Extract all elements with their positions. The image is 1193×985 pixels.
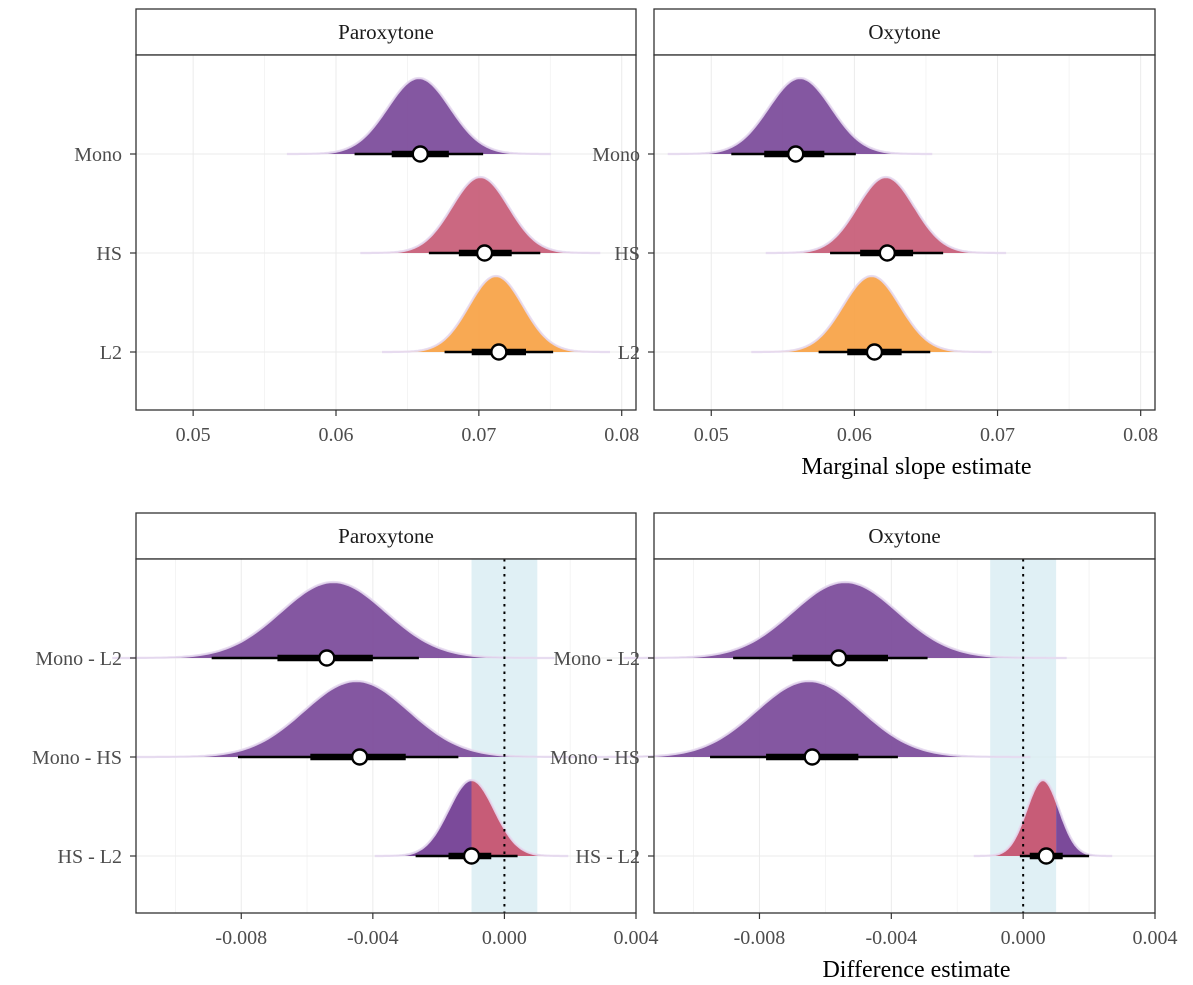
x-tick-label: 0.06 (319, 424, 354, 446)
median-point (803, 748, 821, 766)
facet-strip (135, 512, 637, 560)
x-tick-label: 0.004 (614, 927, 659, 949)
panel-4: Oxytone Mono - L2 Mono - HS HS - L2 -0.008 -0… (550, 512, 1178, 983)
median-point (865, 343, 884, 361)
panel-border (135, 54, 637, 411)
density-outline (374, 778, 569, 858)
y-tick-label: L2 (100, 342, 122, 364)
facet-strip (653, 512, 1156, 560)
facet-strip (653, 8, 1156, 56)
density-outline (587, 679, 1031, 759)
density-outline (382, 274, 610, 354)
facet-label: Oxytone (868, 20, 940, 44)
x-tick-label: -0.004 (865, 927, 917, 949)
x-tick-label: 0.05 (694, 424, 729, 446)
median-point (350, 748, 369, 766)
x-tick-label: 0.06 (837, 424, 872, 446)
facet-label: Oxytone (868, 524, 940, 548)
density-Mono-HS (135, 681, 578, 757)
density-outline (623, 580, 1067, 660)
density-outline (360, 175, 601, 255)
y-tick-label: Mono - HS (32, 747, 122, 769)
density-Mono-HS (587, 681, 1031, 757)
y-tick-label: Mono - L2 (553, 648, 640, 670)
x-tick-label: -0.008 (734, 927, 786, 949)
panel-1: Paroxytone Mono HS L2 0.05 0.06 0.07 0.08 (74, 8, 639, 446)
median-point (490, 343, 508, 361)
median-point (787, 145, 805, 163)
x-tick-label: 0.000 (1001, 927, 1046, 949)
density-HS (360, 177, 601, 253)
x-tick-label: -0.004 (347, 927, 399, 949)
density-outline (751, 274, 992, 354)
facet-label: Paroxytone (338, 524, 434, 548)
density-L2 (382, 276, 610, 352)
density-Mono-L2 (112, 582, 555, 658)
y-tick-label: HS - L2 (576, 846, 640, 868)
density-outline (765, 175, 1007, 255)
density-split (374, 780, 472, 856)
x-tick-label: 0.08 (604, 424, 639, 446)
median-point (829, 649, 848, 667)
median-point (462, 847, 481, 865)
y-tick-label: Mono (74, 144, 122, 166)
y-tick-label: HS - L2 (58, 846, 122, 868)
facet-strip (135, 8, 637, 56)
x-tick-label: 0.08 (1123, 424, 1158, 446)
x-tick-label: 0.004 (1133, 927, 1178, 949)
density-split (1056, 800, 1113, 856)
x-tick-label: 0.000 (482, 927, 527, 949)
density-Mono (667, 78, 933, 154)
panel-3: Paroxytone Mono - L2 Mono - HS HS - L2 -0.00… (32, 512, 659, 949)
median-point (475, 244, 494, 262)
density-HS-L2 (471, 780, 569, 856)
y-tick-label: HS (614, 243, 640, 265)
x-tick-label: 0.05 (176, 424, 211, 446)
x-tick-label: 0.07 (980, 424, 1015, 446)
density-Mono (286, 78, 551, 154)
density-HS (765, 177, 1007, 253)
y-tick-label: L2 (618, 342, 640, 364)
y-tick-label: Mono - L2 (35, 648, 122, 670)
facet-label: Paroxytone (338, 20, 434, 44)
x-tick-label: -0.008 (215, 927, 267, 949)
density-outline (286, 76, 551, 156)
panel-border (135, 558, 637, 914)
median-point (318, 649, 336, 667)
panel-2: Oxytone Mono HS L2 0.05 0.06 0.07 0.08 Marginal … (592, 8, 1158, 480)
median-point (878, 244, 897, 262)
y-tick-label: Mono - HS (550, 747, 640, 769)
x-axis-title: Marginal slope estimate (801, 454, 1031, 480)
median-point (1037, 847, 1055, 865)
panel-border (653, 54, 1156, 411)
density-HS-L2 (973, 780, 1057, 856)
panel-border (653, 558, 1156, 914)
x-tick-label: 0.07 (461, 424, 496, 446)
x-axis-title: Difference estimate (822, 957, 1010, 983)
density-outline (667, 76, 933, 156)
density-outline (112, 580, 555, 660)
density-Mono-L2 (623, 582, 1067, 658)
y-tick-label: HS (96, 243, 122, 265)
y-tick-label: Mono (592, 144, 640, 166)
density-outline (973, 778, 1113, 858)
density-L2 (751, 276, 992, 352)
median-point (411, 145, 429, 163)
